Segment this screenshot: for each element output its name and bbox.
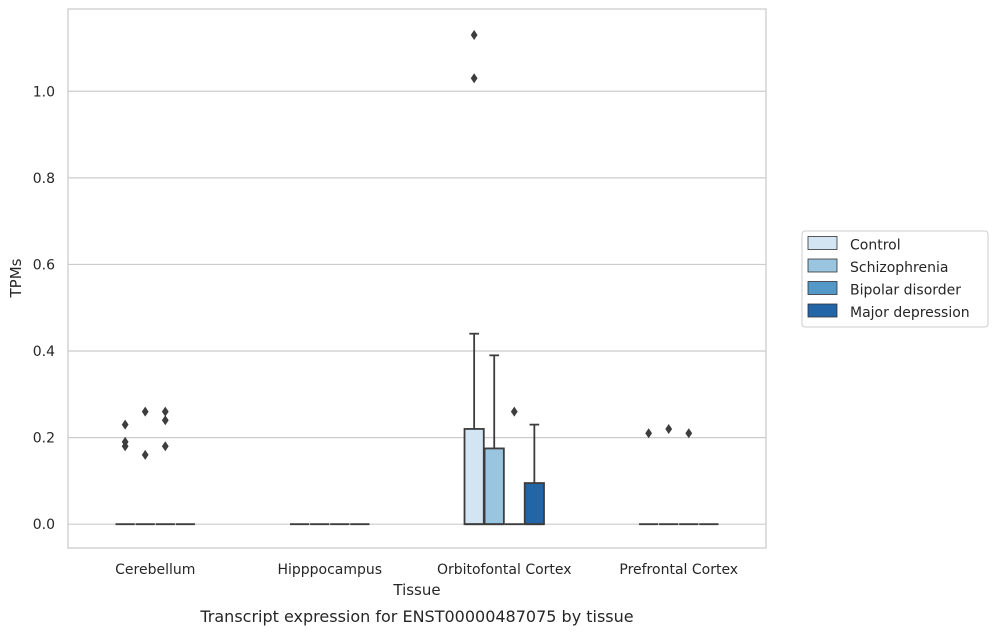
legend-swatch [807, 303, 838, 318]
outlier-point [141, 406, 149, 417]
box-series [115, 29, 719, 526]
box-control [463, 29, 485, 526]
legend-swatch [807, 236, 838, 250]
legend-swatch [807, 258, 838, 273]
grid-lines [68, 90, 766, 525]
box-schizophrenia [135, 406, 155, 526]
legend: Control Schizophrenia Bipolar disorder Majo… [801, 230, 989, 328]
outlier-point [161, 415, 169, 426]
x-axis-title: Tissue [392, 581, 440, 599]
box-body [483, 447, 505, 526]
y-tick-labels: 0.0 0.2 0.4 0.6 0.8 1.0 [33, 84, 55, 533]
x-tick-label: Prefrontal Cortex [619, 562, 738, 578]
box-bipolar-disorder [504, 406, 524, 526]
x-tick-label: Hipppocampus [277, 562, 382, 578]
outlier-point [665, 423, 673, 434]
outlier-point [121, 436, 129, 447]
legend-label: Control [850, 238, 901, 254]
y-tick-label: 0.6 [33, 257, 55, 273]
legend-frame [801, 230, 989, 328]
y-axis-title: TPMs [7, 258, 25, 298]
box-bipolar-disorder [155, 406, 175, 526]
y-tick-label: 0.4 [33, 344, 55, 360]
y-tick-label: 0.0 [33, 517, 55, 533]
legend-swatch [807, 281, 838, 295]
box-schizophrenia [483, 354, 505, 526]
outlier-point [685, 428, 693, 439]
outlier-point [470, 29, 478, 40]
box-schizophrenia [659, 423, 679, 526]
outlier-point [141, 449, 149, 460]
legend-label: Schizophrenia [850, 260, 948, 276]
outlier-point [161, 441, 169, 452]
y-tick-label: 0.8 [33, 171, 55, 187]
outlier-point [121, 419, 129, 430]
y-tick-label: 0.2 [33, 431, 55, 447]
outlier-point [161, 406, 169, 417]
x-tick-labels: Cerebellum Hipppocampus Orbitofontal Corte… [115, 562, 738, 578]
box-control [639, 428, 659, 526]
box-body [523, 482, 545, 526]
box-body [463, 428, 485, 526]
legend-label: Major depression [850, 305, 970, 321]
plot-frame [67, 8, 767, 549]
x-tick-label: Orbitofontal Cortex [437, 562, 572, 578]
box-major-depression [523, 423, 545, 526]
x-tick-label: Cerebellum [115, 562, 195, 578]
outlier-point [645, 428, 653, 439]
chart-caption: Transcript expression for ENST0000048707… [199, 607, 633, 626]
box-control [115, 419, 135, 526]
box-bipolar-disorder [679, 428, 699, 526]
y-tick-label: 1.0 [33, 84, 55, 100]
outlier-point [510, 406, 518, 417]
outlier-point [470, 73, 478, 84]
legend-label: Bipolar disorder [850, 283, 961, 299]
